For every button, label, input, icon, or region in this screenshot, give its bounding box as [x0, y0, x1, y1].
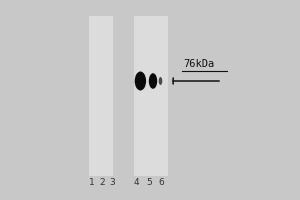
Ellipse shape [135, 72, 146, 90]
Text: 3: 3 [110, 178, 116, 187]
Bar [88, 16, 112, 176]
Text: 4: 4 [134, 178, 139, 187]
Ellipse shape [149, 73, 157, 89]
Text: 2: 2 [99, 178, 105, 187]
Text: 5: 5 [146, 178, 152, 187]
Text: 6: 6 [158, 178, 164, 187]
Text: 76kDa: 76kDa [183, 59, 214, 69]
Text: 1: 1 [88, 178, 94, 187]
Ellipse shape [159, 77, 162, 85]
Bar [134, 16, 168, 176]
